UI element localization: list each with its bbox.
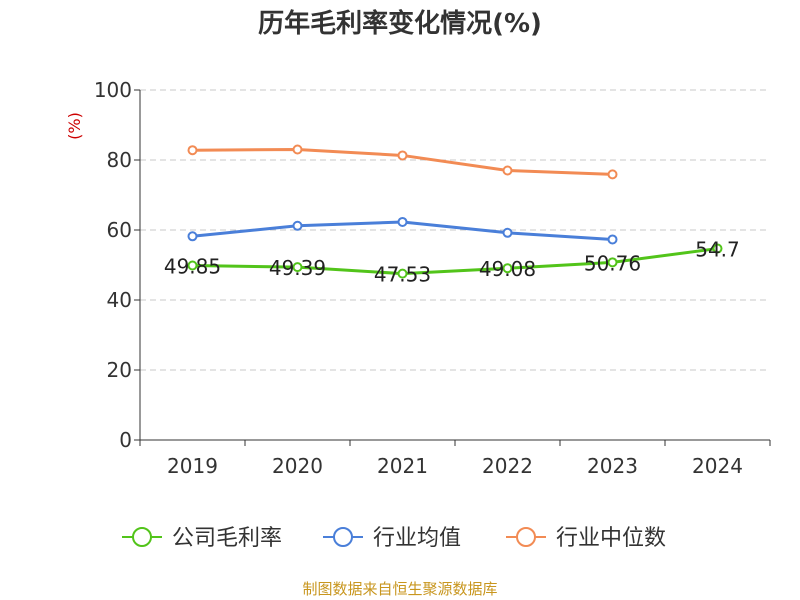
grid — [140, 89, 770, 371]
data-point — [502, 263, 513, 274]
data-point — [397, 150, 408, 161]
data-point — [607, 257, 618, 268]
y-tick-label: 80 — [107, 148, 132, 172]
chart-title: 历年毛利率变化情况(%) — [258, 8, 542, 39]
y-tick-label: 40 — [107, 288, 132, 312]
data-point — [292, 220, 303, 231]
series-line — [192, 247, 718, 276]
y-tick-label: 0 — [119, 428, 132, 452]
data-label: 47.53 — [374, 263, 431, 287]
data-point — [292, 144, 303, 155]
data-point — [502, 227, 513, 238]
data-point — [187, 260, 198, 271]
legend-label[interactable]: 行业均值 — [373, 526, 461, 551]
data-point — [712, 243, 723, 254]
data-label: 50.76 — [584, 251, 641, 275]
legend[interactable]: 公司毛利率 行业均值 行业中位数 — [122, 526, 666, 551]
axes: 0 20 40 60 80 100 2019 2020 2021 2022 2023 2024 — [94, 78, 771, 478]
y-tick-label: 60 — [107, 218, 132, 242]
data-label: 49.85 — [164, 255, 221, 279]
data-point — [502, 165, 513, 176]
legend-label[interactable]: 公司毛利率 — [172, 526, 282, 551]
x-tick-label: 2024 — [692, 454, 743, 478]
data-point — [187, 231, 198, 242]
data-label: 49.39 — [269, 256, 326, 280]
data-label: 49.08 — [479, 257, 536, 281]
data-point — [607, 169, 618, 180]
data-point — [397, 216, 408, 227]
legend-marker[interactable] — [132, 527, 152, 547]
legend-marker[interactable] — [516, 527, 536, 547]
data-labels: 49.85 49.39 47.53 49.08 50.76 54.7 — [164, 238, 740, 287]
data-label: 54.7 — [695, 238, 740, 262]
y-tick-label: 100 — [94, 78, 132, 102]
x-tick-label: 2021 — [377, 454, 428, 478]
x-tick-label: 2022 — [482, 454, 533, 478]
x-tick-label: 2023 — [587, 454, 638, 478]
series-group — [187, 144, 723, 279]
data-point — [397, 268, 408, 279]
data-point — [607, 234, 618, 245]
x-tick-label: 2019 — [167, 454, 218, 478]
source-note: 制图数据来自恒生聚源数据库 — [302, 580, 497, 598]
y-axis-label: (%) — [65, 112, 84, 140]
data-point — [187, 145, 198, 156]
legend-label[interactable]: 行业中位数 — [556, 526, 666, 551]
y-tick-label: 20 — [107, 358, 132, 382]
legend-marker[interactable] — [333, 527, 353, 547]
x-tick-label: 2020 — [272, 454, 323, 478]
data-point — [292, 262, 303, 273]
